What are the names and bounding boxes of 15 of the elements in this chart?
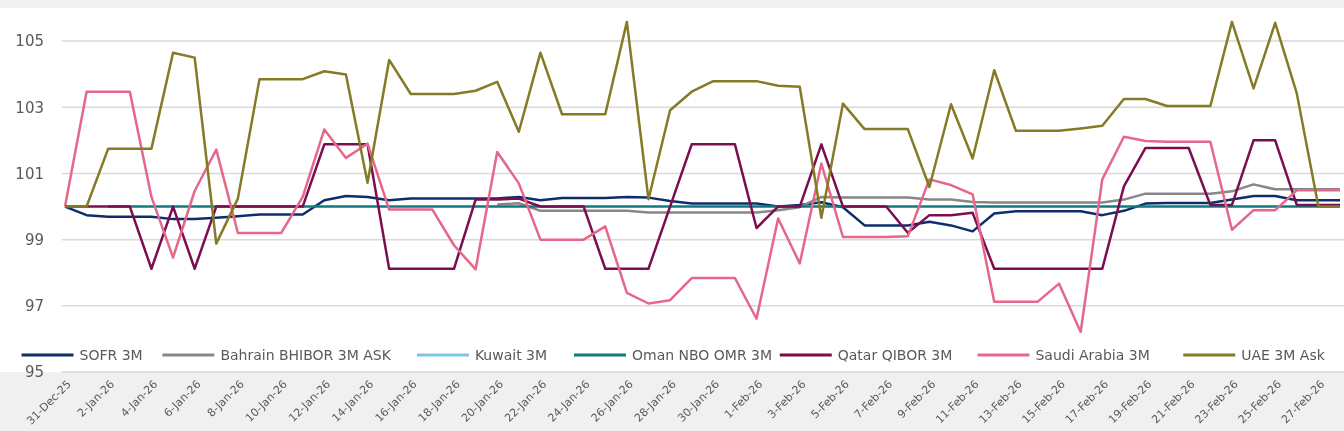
line-series [63, 90, 1342, 334]
legend-label: UAE 3M Ask [1241, 346, 1326, 363]
legend-label: Qatar QIBOR 3M [837, 346, 953, 363]
line-series [63, 20, 1342, 245]
legend-label: SOFR 3M [79, 346, 143, 363]
y-tick-label: 95 [24, 363, 44, 382]
legend-label: Oman NBO OMR 3M [631, 346, 773, 363]
y-tick-label: 105 [15, 32, 44, 51]
y-tick-label: 101 [15, 164, 44, 183]
y-tick-label: 97 [24, 297, 44, 316]
legend-label: Saudi Arabia 3M [1035, 346, 1150, 363]
y-tick-label: 103 [15, 98, 44, 117]
legend-label: Bahrain BHIBOR 3M ASK [220, 346, 392, 363]
legend-label: Kuwait 3M [474, 346, 548, 363]
y-tick-label: 99 [24, 230, 44, 249]
